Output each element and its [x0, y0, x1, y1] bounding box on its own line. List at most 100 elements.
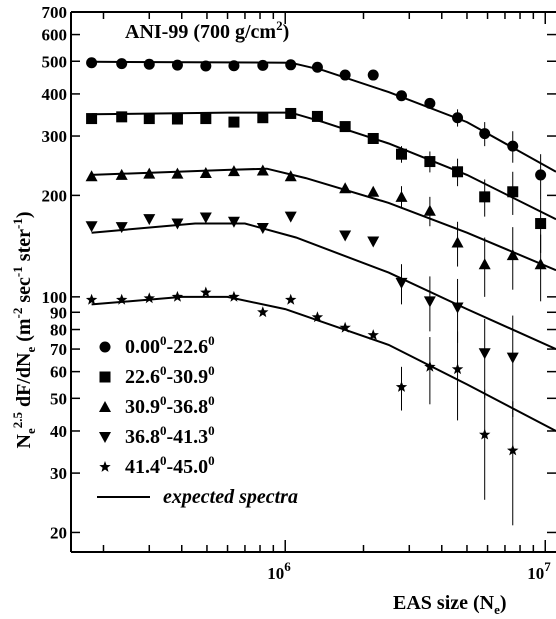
y-tick-label: 40 [50, 422, 67, 441]
data-point-series-0 [171, 59, 183, 71]
data-point-series-3 [367, 236, 380, 248]
data-point-series-1 [452, 166, 464, 178]
data-point-series-4 [143, 292, 155, 304]
data-point-series-2 [534, 258, 547, 270]
plot-frame [70, 11, 556, 553]
y-tick-label: 70 [50, 340, 67, 359]
data-point-series-3 [395, 277, 408, 289]
legend-marker-4 [99, 461, 111, 472]
y-tick-label: 80 [50, 321, 67, 340]
legend-label-expected: expected spectra [163, 486, 298, 508]
data-point-series-4 [367, 329, 379, 340]
data-point-series-3 [115, 222, 128, 234]
data-point-series-2 [506, 249, 519, 261]
data-point-series-1 [479, 191, 491, 203]
data-point-series-1 [86, 113, 98, 125]
data-point-series-3 [506, 352, 519, 364]
data-point-series-4 [424, 360, 436, 372]
data-point-series-0 [228, 60, 240, 72]
data-point-series-1 [535, 218, 547, 230]
fit-line-series-3 [91, 222, 556, 351]
data-point-series-2 [227, 165, 240, 177]
fit-line-series-4 [91, 295, 556, 432]
y-tick-label: 400 [42, 85, 68, 104]
data-point-series-0 [507, 140, 519, 152]
y-tick-label: 600 [42, 26, 68, 45]
data-point-series-0 [116, 58, 128, 70]
data-point-series-4 [171, 290, 184, 302]
data-point-series-2 [284, 170, 297, 182]
data-point-series-1 [367, 132, 379, 144]
x-tick-label: 107 [527, 559, 551, 583]
data-point-series-0 [200, 60, 212, 72]
y-tick-label: 100 [42, 288, 68, 307]
data-point-series-2 [85, 170, 98, 182]
data-point-series-0 [257, 59, 269, 71]
y-axis-label: Ne2.5 dF/dNe (m-2 sec-1 ster-1) [10, 211, 38, 448]
data-point-series-3 [478, 348, 491, 360]
expected-spectra-lines [91, 60, 556, 432]
data-point-series-1 [116, 111, 128, 123]
data-point-series-1 [228, 116, 240, 128]
legend-marker-1 [99, 371, 111, 383]
chart-title: ANI-99 (700 g/cm2) [125, 18, 289, 43]
fit-line-series-2 [91, 167, 556, 272]
data-point-series-1 [311, 110, 323, 122]
x-tick-label: 106 [267, 559, 291, 583]
data-point-series-0 [452, 112, 464, 124]
data-point-series-1 [339, 121, 351, 133]
legend-marker-0 [99, 341, 111, 353]
data-point-series-2 [478, 258, 491, 270]
data-point-series-1 [424, 156, 436, 168]
data-point-series-3 [284, 211, 297, 223]
data-point-series-1 [143, 113, 155, 125]
data-point-series-4 [395, 381, 408, 392]
x-axis-label: EAS size (Ne) [393, 592, 507, 617]
data-point-series-4 [200, 286, 212, 298]
data-point-series-4 [228, 290, 240, 302]
legend-label-4: 41.40-45.00 [125, 453, 215, 478]
y-tick-label: 50 [50, 389, 67, 408]
data-point-series-3 [143, 214, 156, 226]
data-point-series-3 [85, 221, 98, 233]
data-point-series-2 [367, 185, 380, 197]
y-tick-label: 300 [42, 127, 68, 146]
legend-label-2: 30.90-36.80 [125, 393, 215, 418]
x-axis-ticks: 106 107 [102, 12, 551, 583]
data-point-series-4 [339, 321, 351, 333]
legend-marker-3 [99, 432, 111, 443]
legend-label-1: 22.60-30.90 [125, 363, 215, 388]
data-point-series-2 [199, 167, 212, 179]
data-point-series-0 [479, 128, 491, 140]
data-point-series-2 [171, 167, 184, 179]
data-point-series-1 [257, 112, 269, 124]
data-point-series-3 [339, 230, 352, 242]
data-point-series-4 [479, 428, 491, 440]
data-point-series-3 [423, 296, 436, 308]
data-point-series-0 [535, 169, 547, 181]
legend-label-0: 0.000-22.60 [125, 333, 215, 358]
data-point-series-0 [285, 59, 297, 71]
data-point-series-4 [311, 311, 324, 323]
y-tick-label: 30 [50, 464, 67, 483]
legend: 0.000-22.60 22.60-30.90 30.90-36.80 36.80-4… [97, 333, 298, 508]
data-point-series-0 [143, 58, 155, 70]
data-point-series-2 [143, 167, 156, 179]
data-point-series-1 [507, 186, 519, 198]
data-point-series-1 [171, 113, 183, 125]
data-point-series-3 [451, 302, 464, 314]
data-points [85, 57, 547, 526]
data-point-series-3 [227, 216, 240, 228]
y-tick-label: 20 [50, 523, 67, 542]
data-point-series-2 [395, 190, 408, 202]
data-point-series-0 [367, 69, 379, 81]
data-point-series-2 [451, 236, 464, 248]
data-point-series-3 [171, 218, 184, 230]
y-tick-label: 700 [42, 3, 68, 22]
y-tick-label: 60 [50, 363, 67, 382]
data-point-series-0 [311, 61, 323, 73]
data-point-series-1 [395, 148, 407, 160]
data-point-series-0 [339, 69, 351, 81]
